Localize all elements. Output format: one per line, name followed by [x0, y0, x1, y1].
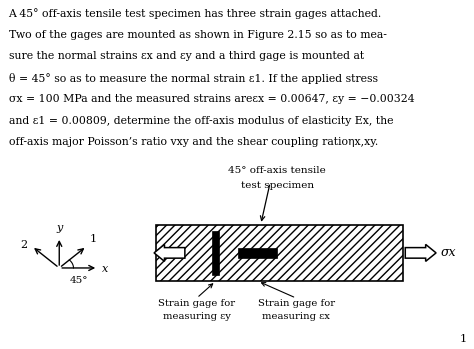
Text: 45°: 45° [70, 276, 89, 285]
Text: σx: σx [441, 246, 456, 259]
Text: sure the normal strains εx and εy and a third gage is mounted at: sure the normal strains εx and εy and a … [9, 51, 364, 61]
Text: x: x [102, 264, 108, 274]
Text: Strain gage for: Strain gage for [258, 299, 335, 308]
Text: σx = 100 MPa and the measured strains areεx = 0.00647, εy = −0.00324: σx = 100 MPa and the measured strains ar… [9, 94, 414, 104]
Text: off-axis major Poisson’s ratio vxy and the shear coupling ratioηx,xy.: off-axis major Poisson’s ratio vxy and t… [9, 137, 378, 147]
Text: Two of the gages are mounted as shown in Figure 2.15 so as to mea-: Two of the gages are mounted as shown in… [9, 30, 386, 40]
Text: test specimen: test specimen [241, 181, 314, 190]
Bar [238, 248, 277, 258]
Text: measuring εy: measuring εy [163, 312, 231, 321]
Text: A 45° off-axis tensile test specimen has three strain gages attached.: A 45° off-axis tensile test specimen has… [9, 9, 382, 20]
FancyArrow shape [405, 244, 436, 261]
Text: 2: 2 [20, 240, 27, 250]
Text: and ε1 = 0.00809, determine the off-axis modulus of elasticity Ex, the: and ε1 = 0.00809, determine the off-axis… [9, 116, 393, 126]
Bar [212, 231, 219, 275]
Text: θ = 45° so as to measure the normal strain ε1. If the applied stress: θ = 45° so as to measure the normal stra… [9, 73, 377, 84]
Text: y: y [56, 223, 63, 233]
Text: 1: 1 [460, 334, 467, 344]
Text: 1: 1 [90, 234, 97, 244]
Text: measuring εx: measuring εx [262, 312, 330, 321]
Bar [156, 225, 403, 281]
Text: Strain gage for: Strain gage for [158, 299, 235, 308]
FancyArrow shape [154, 244, 185, 261]
Text: 45° off-axis tensile: 45° off-axis tensile [228, 166, 326, 175]
